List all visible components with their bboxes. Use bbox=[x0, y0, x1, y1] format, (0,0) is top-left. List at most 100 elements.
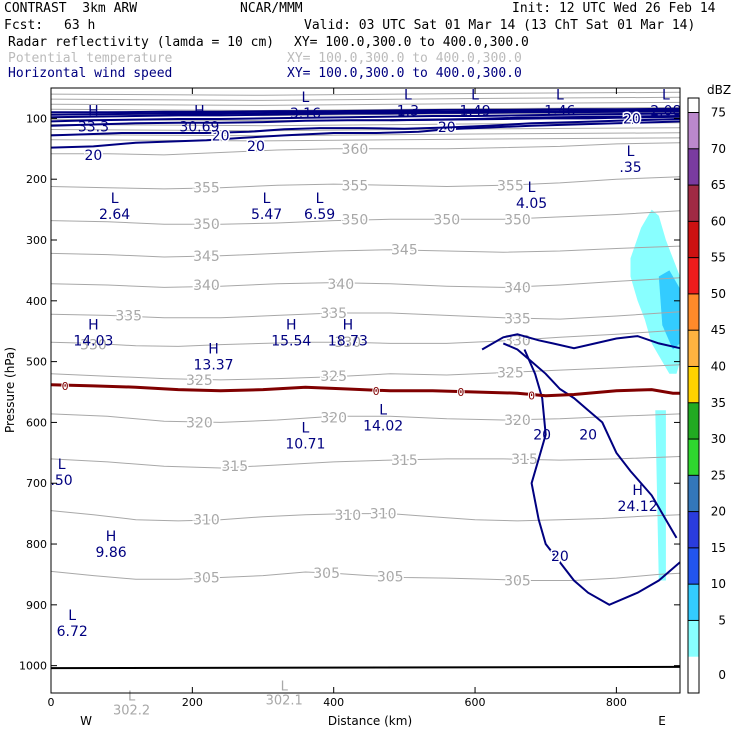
colorbar-swatch bbox=[688, 511, 699, 548]
wind-contour-20 bbox=[502, 342, 678, 539]
field-xy-reflectivity: XY= 100.0,300.0 to 400.0,300.0 bbox=[294, 35, 529, 50]
theta-contour-label: 315 bbox=[511, 452, 538, 468]
colorbar-label: 30 bbox=[711, 432, 726, 446]
wind-contour-20 bbox=[481, 333, 681, 351]
theta-contour-320 bbox=[50, 413, 681, 423]
theta-contour-360 bbox=[51, 142, 681, 156]
extremum-high-marker: H bbox=[632, 483, 643, 499]
wind-contour-label: 20 bbox=[533, 428, 551, 444]
theta-contour-label: 310 bbox=[193, 513, 220, 529]
theta-contour-345 bbox=[50, 245, 681, 258]
y-tick-label: 500 bbox=[26, 356, 47, 369]
colorbar-label: 20 bbox=[711, 505, 726, 519]
center-label: NCAR/MMM bbox=[240, 1, 303, 16]
field-name-wind: Horizontal wind speed bbox=[8, 66, 173, 81]
theta-contour-label: 325 bbox=[186, 373, 213, 389]
theta-contour-label: 350 bbox=[433, 212, 460, 228]
theta-contour-label: 350 bbox=[342, 212, 369, 228]
extrema-labels: H33.3H30.69L3.16L1.3L1.49L1.46L2.08L.35L… bbox=[50, 88, 681, 640]
theta-contour-label: 345 bbox=[391, 243, 418, 259]
colorbar-swatch bbox=[688, 402, 699, 440]
wind-contour-20 bbox=[50, 110, 681, 119]
theta-upper-band-line bbox=[50, 107, 681, 112]
theta-contour-label: 335 bbox=[504, 311, 531, 327]
extremum-high-marker: H bbox=[208, 342, 219, 358]
theta-contour-label: 355 bbox=[193, 181, 220, 197]
colorbar-label: 15 bbox=[711, 541, 726, 555]
theta-contour-315 bbox=[50, 456, 681, 469]
theta-upper-band-line bbox=[50, 101, 681, 106]
colorbar-label: 65 bbox=[711, 178, 726, 192]
theta-upper-band-line bbox=[50, 127, 681, 132]
theta-contour-label: 330 bbox=[80, 338, 107, 354]
init-label: Init: 12 UTC Wed 26 Feb 14 bbox=[512, 1, 716, 16]
wind-contour-20 bbox=[50, 115, 681, 127]
theta-contour-label: 350 bbox=[504, 212, 531, 228]
model-label: CONTRAST 3km ARW bbox=[4, 1, 138, 16]
colorbar-label: 0 bbox=[718, 668, 726, 682]
y-axis-title: Pressure (hPa) bbox=[3, 347, 17, 433]
extremum-low-marker: L bbox=[111, 191, 119, 207]
wind-contour-label: 20 bbox=[579, 428, 597, 444]
colorbar-swatch bbox=[688, 112, 699, 149]
extremum-low-marker: L bbox=[58, 457, 66, 473]
extremum-value: 15.54 bbox=[271, 333, 311, 349]
colorbar-frame bbox=[687, 97, 700, 694]
surface-line bbox=[50, 665, 681, 670]
freezing-level-label: 0 bbox=[62, 380, 69, 393]
extremum-value: 3.16 bbox=[290, 106, 321, 122]
extremum-value: 18.73 bbox=[328, 333, 368, 349]
extremum-value: 9.86 bbox=[95, 545, 126, 561]
extremum-low-marker: L bbox=[379, 403, 387, 419]
freezing-level-label: 0 bbox=[528, 390, 535, 403]
theta-contour-label: 315 bbox=[221, 459, 248, 475]
extremum-high-marker: H bbox=[88, 317, 99, 333]
colorbar-swatch bbox=[688, 293, 699, 331]
colorbar: 0 5 10 15 20 25 30 35 40 45 50 55 60 65 70 75 bbox=[687, 97, 726, 694]
y-tick-label: 800 bbox=[26, 538, 47, 551]
wind-contour-label: 20 bbox=[247, 139, 265, 155]
theta-contour-label: 340 bbox=[504, 280, 531, 296]
theta-contour-label: 320 bbox=[320, 411, 347, 427]
y-tick-label: 400 bbox=[26, 295, 47, 308]
colorbar-swatch bbox=[688, 475, 699, 512]
extremum-value: 10.71 bbox=[285, 437, 325, 453]
colorbar-label: 55 bbox=[711, 251, 726, 265]
wind-contour-20 bbox=[50, 120, 681, 149]
extremum-high-marker: H bbox=[88, 103, 99, 119]
theta-contour-label: 345 bbox=[193, 249, 220, 265]
wind-contour-20 bbox=[50, 112, 681, 123]
wind-contour-20 bbox=[50, 109, 680, 116]
theta-contour-340 bbox=[50, 277, 681, 288]
extremum-value: 1.3 bbox=[397, 104, 419, 120]
colorbar-swatch bbox=[688, 330, 699, 367]
theta-upper-band-line bbox=[50, 137, 681, 142]
wind-contour-label: 20 bbox=[84, 148, 102, 164]
extremum-value: 1.49 bbox=[459, 104, 490, 120]
colorbar-swatch bbox=[688, 366, 699, 403]
colorbar-label: 60 bbox=[711, 214, 726, 228]
extremum-value: 33.3 bbox=[78, 119, 109, 135]
theta-contour-label: 310 bbox=[334, 508, 361, 524]
theta-contour-350 bbox=[50, 210, 681, 225]
extremum-low-marker: L bbox=[302, 90, 310, 106]
theta-contour-label: 355 bbox=[342, 178, 369, 194]
reflectivity-core bbox=[658, 270, 680, 350]
extremum-value: 1.46 bbox=[544, 104, 575, 120]
freezing-level-label: 0 bbox=[457, 386, 464, 399]
x-tick-label: 800 bbox=[606, 696, 627, 709]
theta-contour-label: 320 bbox=[186, 415, 213, 431]
y-tick-label: 900 bbox=[26, 599, 47, 612]
theta-contour-label: 315 bbox=[391, 453, 418, 469]
colorbar-swatch bbox=[688, 257, 699, 294]
theta-contours: 305 305 305 305 310 310 310 315 315 315 320 320 320 3… bbox=[50, 91, 681, 718]
colorbar-label: 35 bbox=[711, 396, 726, 410]
theta-low-marker: L bbox=[281, 680, 289, 695]
extremum-value: 14.02 bbox=[363, 419, 403, 435]
extremum-value: 6.59 bbox=[304, 207, 335, 223]
extremum-low-marker: L bbox=[302, 421, 310, 437]
theta-contour-label: 320 bbox=[504, 413, 531, 429]
theta-contour-label: 325 bbox=[497, 366, 524, 382]
